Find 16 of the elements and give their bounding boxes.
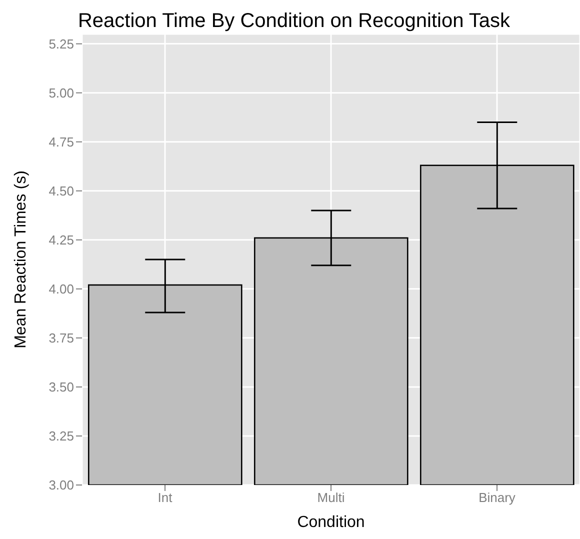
x-tick-label: Binary bbox=[478, 490, 516, 506]
y-tick-label: 3.00 bbox=[48, 478, 74, 493]
x-tick-label: Multi bbox=[317, 490, 345, 506]
y-tick-label: 5.00 bbox=[48, 85, 74, 100]
y-tick-label: 3.75 bbox=[48, 330, 74, 346]
y-tick-label: 3.50 bbox=[48, 380, 74, 395]
y-tick-label: 3.25 bbox=[48, 428, 74, 444]
x-axis-title: Condition bbox=[297, 514, 365, 531]
y-tick-label: 4.25 bbox=[48, 232, 74, 248]
y-tick-label: 4.00 bbox=[48, 282, 74, 297]
chart-title: Reaction Time By Condition on Recognition Task bbox=[76, 9, 512, 34]
y-tick-label: 5.25 bbox=[48, 36, 74, 52]
y-tick-label: 4.75 bbox=[48, 134, 74, 150]
x-tick-label: Int bbox=[158, 490, 173, 506]
y-tick-label: 4.50 bbox=[48, 183, 74, 198]
y-axis-title: Mean Reaction Times (s) bbox=[12, 170, 30, 348]
